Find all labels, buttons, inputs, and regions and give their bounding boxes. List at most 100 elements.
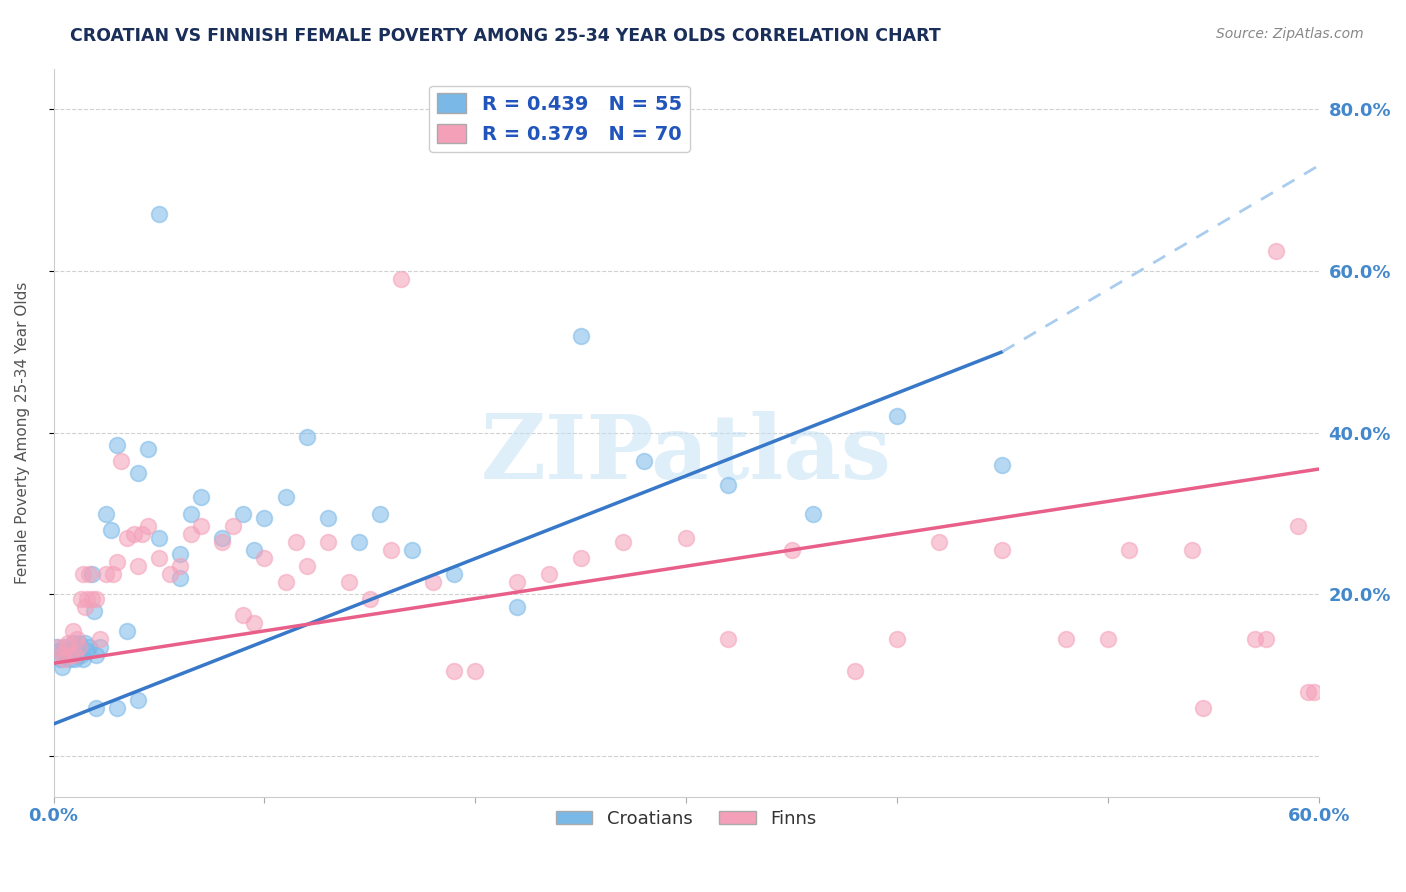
Point <box>96 507 118 521</box>
Point <box>675 531 697 545</box>
Point <box>122 526 145 541</box>
Point <box>349 535 371 549</box>
Point <box>127 692 149 706</box>
Text: Source: ZipAtlas.com: Source: ZipAtlas.com <box>1216 27 1364 41</box>
Point <box>1191 700 1213 714</box>
Point <box>1244 632 1267 646</box>
Point <box>380 543 402 558</box>
Point <box>75 636 97 650</box>
Point <box>127 466 149 480</box>
Point <box>79 567 101 582</box>
Text: ZIPatlas: ZIPatlas <box>481 411 891 498</box>
Point <box>190 518 212 533</box>
Point <box>75 599 97 614</box>
Point <box>169 547 191 561</box>
Point <box>105 555 128 569</box>
Point <box>148 551 170 566</box>
Point <box>96 567 118 582</box>
Point <box>274 491 297 505</box>
Point <box>211 535 233 549</box>
Point <box>148 531 170 545</box>
Point <box>51 660 73 674</box>
Point <box>370 507 392 521</box>
Legend: Croatians, Finns: Croatians, Finns <box>548 803 824 835</box>
Point <box>46 640 69 654</box>
Point <box>391 272 413 286</box>
Point <box>67 636 90 650</box>
Point <box>76 591 98 606</box>
Point <box>70 648 93 663</box>
Point <box>169 559 191 574</box>
Point <box>316 535 339 549</box>
Point <box>55 648 77 663</box>
Point <box>991 543 1014 558</box>
Point <box>127 559 149 574</box>
Point <box>169 571 191 585</box>
Point <box>100 523 122 537</box>
Point <box>1118 543 1140 558</box>
Point <box>76 644 98 658</box>
Point <box>1303 684 1326 698</box>
Point <box>105 438 128 452</box>
Point <box>991 458 1014 472</box>
Point <box>1181 543 1204 558</box>
Point <box>506 575 529 590</box>
Point <box>159 567 181 582</box>
Point <box>633 454 655 468</box>
Point <box>79 640 101 654</box>
Point <box>117 624 139 638</box>
Point <box>1296 684 1319 698</box>
Point <box>717 632 740 646</box>
Point <box>70 591 93 606</box>
Point <box>117 531 139 545</box>
Point <box>89 640 111 654</box>
Point <box>285 535 308 549</box>
Point <box>464 665 486 679</box>
Point <box>243 615 266 630</box>
Point <box>232 607 254 622</box>
Point <box>443 567 465 582</box>
Point <box>443 665 465 679</box>
Point <box>84 591 107 606</box>
Point <box>180 526 202 541</box>
Point <box>80 567 103 582</box>
Point <box>928 535 950 549</box>
Point <box>538 567 561 582</box>
Point <box>148 207 170 221</box>
Point <box>83 604 105 618</box>
Point <box>316 510 339 524</box>
Point <box>72 652 94 666</box>
Point <box>253 551 276 566</box>
Point <box>67 640 90 654</box>
Point <box>612 535 634 549</box>
Point <box>138 518 160 533</box>
Y-axis label: Female Poverty Among 25-34 Year Olds: Female Poverty Among 25-34 Year Olds <box>15 282 30 584</box>
Point <box>253 510 276 524</box>
Point <box>1286 518 1309 533</box>
Point <box>243 543 266 558</box>
Point <box>801 507 824 521</box>
Point <box>138 442 160 456</box>
Point <box>422 575 444 590</box>
Point <box>89 632 111 646</box>
Point <box>62 624 84 638</box>
Point <box>80 591 103 606</box>
Point <box>1097 632 1119 646</box>
Point <box>295 430 318 444</box>
Point <box>72 567 94 582</box>
Point <box>506 599 529 614</box>
Point <box>53 640 76 654</box>
Point <box>84 648 107 663</box>
Point <box>569 328 592 343</box>
Point <box>1254 632 1277 646</box>
Point <box>53 652 76 666</box>
Point <box>45 640 67 654</box>
Point <box>58 644 80 658</box>
Point <box>131 526 153 541</box>
Point <box>844 665 866 679</box>
Point <box>190 491 212 505</box>
Text: CROATIAN VS FINNISH FEMALE POVERTY AMONG 25-34 YEAR OLDS CORRELATION CHART: CROATIAN VS FINNISH FEMALE POVERTY AMONG… <box>70 27 941 45</box>
Point <box>569 551 592 566</box>
Point <box>717 478 740 492</box>
Point <box>232 507 254 521</box>
